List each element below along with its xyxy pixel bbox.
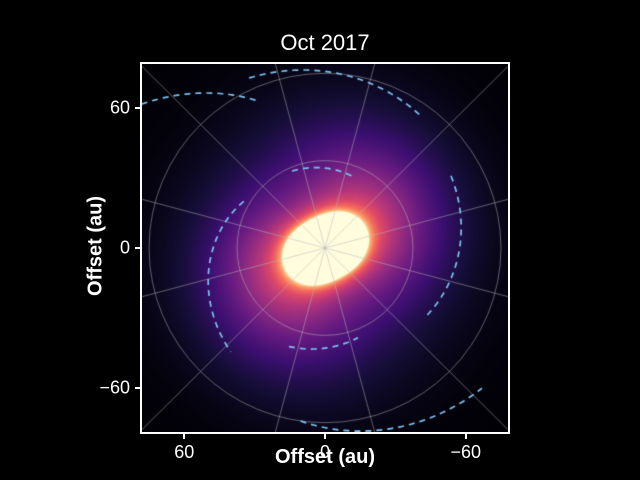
disk-heatmap-canvas [142, 64, 508, 432]
x-tick-label: −60 [450, 442, 482, 462]
x-tick-mark [183, 432, 186, 439]
x-axis-label: Offset (au) [275, 446, 375, 468]
plot-area: 60 0 −60 −60 0 60 [99, 62, 510, 462]
y-tick-mark [135, 247, 142, 249]
y-tick-label: −60 [99, 377, 130, 398]
y-axis-label: Offset (au) [84, 196, 107, 296]
x-tick-label: 60 [174, 442, 195, 462]
chart-title: Oct 2017 [280, 30, 370, 55]
x-tick-mark [324, 432, 326, 439]
x-tick-mark [464, 432, 467, 439]
y-tick-label: 0 [119, 237, 130, 258]
y-tick-mark [135, 107, 142, 110]
x-tick-label: 0 [319, 442, 331, 462]
y-tick-mark [135, 386, 142, 389]
y-tick-label: 60 [109, 97, 130, 118]
